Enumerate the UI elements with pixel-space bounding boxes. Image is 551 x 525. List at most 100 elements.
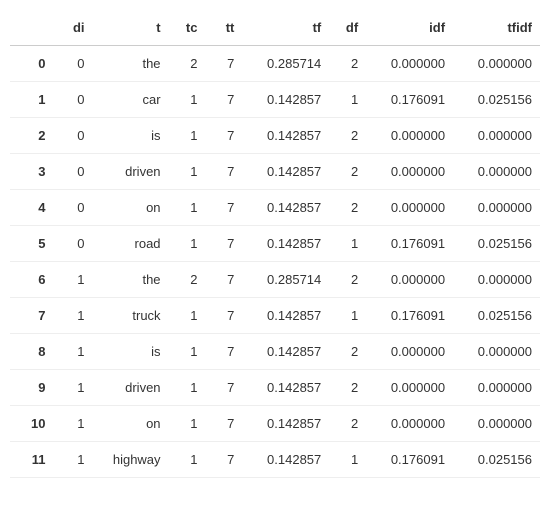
- cell-df: 2: [329, 118, 366, 154]
- cell-tfidf: 0.000000: [453, 262, 540, 298]
- dataframe-table: dittctttfdfidftfidf 00the270.28571420.00…: [10, 10, 540, 478]
- cell-idf: 0.000000: [366, 262, 453, 298]
- cell-t: car: [93, 82, 169, 118]
- cell-tt: 7: [205, 370, 242, 406]
- col-header-tf: tf: [242, 10, 329, 46]
- cell-tt: 7: [205, 262, 242, 298]
- cell-di: 1: [53, 370, 92, 406]
- table-row: 101on170.14285720.0000000.000000: [10, 406, 540, 442]
- cell-t: highway: [93, 442, 169, 478]
- cell-di: 1: [53, 262, 92, 298]
- cell-t: truck: [93, 298, 169, 334]
- cell-tc: 1: [169, 118, 206, 154]
- table-row: 40on170.14285720.0000000.000000: [10, 190, 540, 226]
- cell-tt: 7: [205, 334, 242, 370]
- cell-tc: 1: [169, 334, 206, 370]
- cell-tt: 7: [205, 442, 242, 478]
- cell-tc: 1: [169, 154, 206, 190]
- cell-tfidf: 0.025156: [453, 442, 540, 478]
- cell-t: driven: [93, 370, 169, 406]
- cell-tfidf: 0.000000: [453, 46, 540, 82]
- cell-tt: 7: [205, 82, 242, 118]
- cell-idf: 0.000000: [366, 154, 453, 190]
- cell-df: 2: [329, 406, 366, 442]
- cell-di: 0: [53, 154, 92, 190]
- row-index: 8: [10, 334, 53, 370]
- cell-di: 0: [53, 82, 92, 118]
- table-row: 20is170.14285720.0000000.000000: [10, 118, 540, 154]
- row-index: 4: [10, 190, 53, 226]
- table-row: 61the270.28571420.0000000.000000: [10, 262, 540, 298]
- cell-di: 0: [53, 190, 92, 226]
- table-row: 111highway170.14285710.1760910.025156: [10, 442, 540, 478]
- cell-idf: 0.000000: [366, 118, 453, 154]
- cell-idf: 0.176091: [366, 226, 453, 262]
- cell-tt: 7: [205, 226, 242, 262]
- cell-tf: 0.142857: [242, 334, 329, 370]
- col-header-idf: idf: [366, 10, 453, 46]
- cell-tc: 1: [169, 190, 206, 226]
- cell-tt: 7: [205, 46, 242, 82]
- table-row: 91driven170.14285720.0000000.000000: [10, 370, 540, 406]
- cell-tf: 0.142857: [242, 370, 329, 406]
- cell-tc: 1: [169, 370, 206, 406]
- cell-df: 2: [329, 154, 366, 190]
- cell-tc: 1: [169, 82, 206, 118]
- cell-tfidf: 0.025156: [453, 298, 540, 334]
- cell-tc: 2: [169, 46, 206, 82]
- table-row: 00the270.28571420.0000000.000000: [10, 46, 540, 82]
- row-index: 1: [10, 82, 53, 118]
- cell-idf: 0.176091: [366, 442, 453, 478]
- cell-tc: 1: [169, 298, 206, 334]
- cell-tfidf: 0.000000: [453, 154, 540, 190]
- cell-di: 1: [53, 334, 92, 370]
- table-row: 30driven170.14285720.0000000.000000: [10, 154, 540, 190]
- cell-t: driven: [93, 154, 169, 190]
- cell-tf: 0.142857: [242, 190, 329, 226]
- cell-idf: 0.176091: [366, 82, 453, 118]
- cell-idf: 0.000000: [366, 190, 453, 226]
- col-header-df: df: [329, 10, 366, 46]
- row-index: 10: [10, 406, 53, 442]
- col-header-tfidf: tfidf: [453, 10, 540, 46]
- cell-tfidf: 0.000000: [453, 190, 540, 226]
- cell-di: 1: [53, 298, 92, 334]
- cell-di: 0: [53, 118, 92, 154]
- cell-di: 0: [53, 226, 92, 262]
- cell-tf: 0.285714: [242, 46, 329, 82]
- cell-tc: 2: [169, 262, 206, 298]
- cell-tc: 1: [169, 406, 206, 442]
- cell-tfidf: 0.025156: [453, 226, 540, 262]
- col-header-di: di: [53, 10, 92, 46]
- cell-t: road: [93, 226, 169, 262]
- cell-tt: 7: [205, 298, 242, 334]
- cell-df: 2: [329, 262, 366, 298]
- table-row: 81is170.14285720.0000000.000000: [10, 334, 540, 370]
- cell-t: on: [93, 190, 169, 226]
- cell-df: 1: [329, 298, 366, 334]
- cell-di: 0: [53, 46, 92, 82]
- cell-t: the: [93, 46, 169, 82]
- row-index: 6: [10, 262, 53, 298]
- table-row: 50road170.14285710.1760910.025156: [10, 226, 540, 262]
- cell-tc: 1: [169, 226, 206, 262]
- cell-tfidf: 0.025156: [453, 82, 540, 118]
- header-row: dittctttfdfidftfidf: [10, 10, 540, 46]
- row-index: 3: [10, 154, 53, 190]
- row-index: 0: [10, 46, 53, 82]
- cell-t: on: [93, 406, 169, 442]
- cell-idf: 0.000000: [366, 46, 453, 82]
- cell-tf: 0.142857: [242, 154, 329, 190]
- cell-df: 1: [329, 442, 366, 478]
- cell-t: is: [93, 334, 169, 370]
- cell-idf: 0.176091: [366, 298, 453, 334]
- corner-cell: [10, 10, 53, 46]
- cell-di: 1: [53, 406, 92, 442]
- cell-idf: 0.000000: [366, 370, 453, 406]
- cell-tf: 0.142857: [242, 226, 329, 262]
- cell-tt: 7: [205, 190, 242, 226]
- row-index: 11: [10, 442, 53, 478]
- row-index: 5: [10, 226, 53, 262]
- cell-df: 2: [329, 334, 366, 370]
- cell-idf: 0.000000: [366, 334, 453, 370]
